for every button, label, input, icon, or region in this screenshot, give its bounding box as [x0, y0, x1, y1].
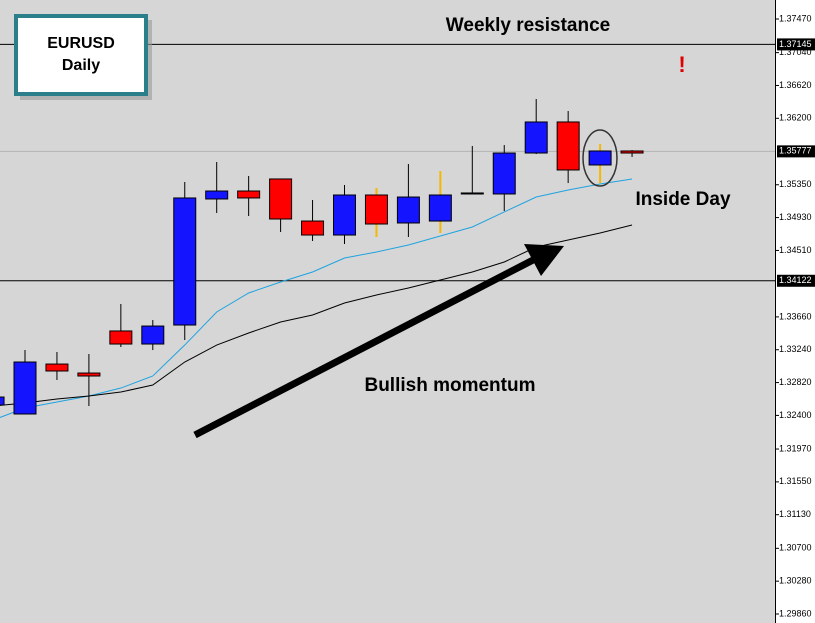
y-tick-label: 1.30280 [779, 576, 812, 586]
level-label: 1.34122 [779, 275, 812, 285]
candle-body [141, 325, 165, 345]
candle-body [13, 361, 37, 415]
candle-body [364, 194, 388, 225]
pattern-label: Inside Day [635, 189, 730, 210]
y-tick-label: 1.31130 [779, 509, 811, 519]
y-tick-label: 1.32400 [779, 410, 812, 420]
y-tick-label: 1.35350 [779, 179, 812, 189]
candle-body [460, 192, 484, 195]
y-tick-label: 1.29860 [779, 608, 812, 618]
level-label-bg [777, 274, 815, 287]
moving-average [0, 224, 633, 406]
y-tick-label: 1.31550 [779, 476, 812, 486]
symbol: EURUSD [47, 35, 115, 52]
trend-label: Bullish momentum [364, 375, 535, 396]
candle-body [0, 396, 5, 406]
candle-body [173, 197, 197, 326]
y-tick-label: 1.34510 [779, 245, 812, 255]
y-tick-label: 1.37470 [779, 13, 812, 23]
y-tick-label: 1.33660 [779, 311, 812, 321]
candle-body [269, 178, 293, 220]
y-tick-label: 1.31970 [779, 443, 812, 453]
timeframe: Daily [62, 57, 100, 74]
level-label: 1.35777 [779, 146, 812, 156]
alert-mark: ! [678, 52, 685, 77]
plot-area [0, 0, 775, 623]
level-label-bg [777, 38, 815, 51]
y-tick-label: 1.34930 [779, 212, 812, 222]
level-label-bg [777, 145, 815, 158]
y-tick-label: 1.37040 [779, 47, 812, 57]
level-label: 1.37145 [779, 39, 812, 49]
y-tick-label: 1.36620 [779, 80, 812, 90]
candle-body [428, 194, 452, 222]
trend-arrow [193, 255, 537, 439]
candle-body [333, 194, 356, 236]
candle-body [396, 196, 420, 224]
candle-body [588, 150, 612, 166]
arrow-head [524, 244, 564, 276]
highlight-circle [582, 129, 618, 187]
resistance-label: Weekly resistance [446, 15, 610, 36]
candle-body [556, 121, 580, 171]
candle-body [524, 121, 548, 154]
y-tick-label: 1.36200 [779, 113, 812, 123]
moving-average [0, 178, 633, 418]
symbol-box [14, 14, 148, 96]
candle-body [237, 190, 261, 199]
y-tick-label: 1.30700 [779, 543, 812, 553]
candle-body [620, 150, 644, 154]
y-tick-label: 1.33240 [779, 344, 812, 354]
candle-body [77, 372, 101, 377]
candle-body [301, 220, 325, 236]
candle-body [205, 190, 229, 200]
candle-body [109, 330, 133, 345]
candle-body [45, 363, 69, 372]
y-tick-label: 1.32820 [779, 377, 812, 387]
candle-body [492, 152, 516, 195]
